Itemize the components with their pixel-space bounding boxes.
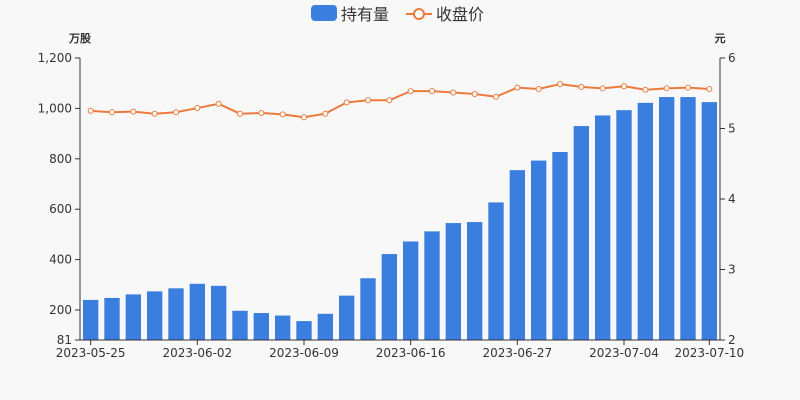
- right-axis-tick-label: 6: [728, 51, 736, 65]
- bar[interactable]: [317, 313, 334, 340]
- bar[interactable]: [552, 152, 568, 340]
- close-price-point[interactable]: [493, 93, 499, 100]
- bar[interactable]: [658, 97, 675, 340]
- left-axis-unit: 万股: [68, 32, 92, 45]
- bar[interactable]: [82, 299, 99, 340]
- bar[interactable]: [424, 231, 440, 340]
- close-price-point[interactable]: [429, 88, 435, 95]
- close-price-point[interactable]: [258, 109, 265, 116]
- close-price-point[interactable]: [685, 84, 691, 91]
- close-price-point[interactable]: [194, 105, 201, 112]
- legend-item-holdings[interactable]: 持有量: [311, 5, 389, 24]
- close-price-point[interactable]: [407, 88, 414, 95]
- close-price-point[interactable]: [130, 108, 137, 115]
- close-price-point[interactable]: [301, 114, 307, 121]
- close-price-point[interactable]: [706, 86, 713, 93]
- bar[interactable]: [701, 102, 718, 341]
- bar[interactable]: [360, 278, 376, 340]
- close-price-point[interactable]: [365, 97, 371, 104]
- close-price-point[interactable]: [322, 110, 329, 117]
- close-price-point[interactable]: [279, 111, 286, 118]
- close-price-point[interactable]: [151, 110, 158, 117]
- bar[interactable]: [296, 321, 312, 340]
- bar[interactable]: [381, 254, 398, 340]
- bar[interactable]: [616, 110, 632, 340]
- right-axis-tick-label: 4: [728, 192, 736, 206]
- x-axis-tick-label: 2023-06-27: [482, 346, 552, 360]
- close-price-point[interactable]: [557, 81, 563, 88]
- close-price-point[interactable]: [471, 90, 478, 97]
- bar[interactable]: [573, 126, 590, 340]
- axes: 81 200 400 600 800 1,000 1,200 2 3 4 5 6 2023-05-25 2…: [38, 51, 745, 360]
- close-price-point[interactable]: [215, 100, 222, 107]
- close-price-point[interactable]: [514, 84, 521, 91]
- right-axis-unit: 元: [715, 32, 726, 45]
- bar[interactable]: [594, 115, 611, 341]
- right-axis-tick-label: 2: [728, 333, 736, 347]
- bar[interactable]: [466, 222, 483, 340]
- close-price-point[interactable]: [109, 109, 115, 116]
- bar[interactable]: [680, 97, 696, 340]
- left-axis-tick-label: 1,000: [38, 101, 72, 115]
- x-axis-tick-label: 2023-06-09: [269, 346, 339, 360]
- x-axis-tick-label: 2023-06-16: [376, 346, 446, 360]
- left-axis-tick-label: 800: [49, 152, 72, 166]
- left-axis-tick-label: 81: [57, 333, 72, 347]
- close-price-point[interactable]: [237, 110, 243, 117]
- bar[interactable]: [338, 295, 355, 340]
- close-price-point[interactable]: [578, 83, 585, 90]
- close-price-point[interactable]: [343, 99, 350, 106]
- left-axis-tick-label: 200: [49, 303, 72, 317]
- bar[interactable]: [274, 315, 291, 340]
- bar[interactable]: [168, 288, 184, 340]
- x-axis-tick-label: 2023-06-02: [162, 346, 232, 360]
- x-axis-tick-label: 2023-07-04: [589, 346, 659, 360]
- legend-label-holdings: 持有量: [341, 5, 389, 24]
- right-axis-tick-label: 5: [728, 122, 736, 136]
- left-axis-tick-label: 1,200: [38, 51, 72, 65]
- legend-swatch-holdings: [311, 5, 337, 21]
- bar[interactable]: [125, 294, 142, 340]
- bar[interactable]: [445, 223, 462, 340]
- legend-item-close-price[interactable]: 收盘价: [406, 5, 484, 24]
- bar-series: [82, 97, 718, 341]
- bar[interactable]: [509, 170, 526, 340]
- line-series: [87, 81, 713, 121]
- right-axis-tick-label: 3: [728, 263, 736, 277]
- close-price-point[interactable]: [663, 85, 670, 92]
- close-price-point[interactable]: [87, 107, 94, 114]
- close-price-point[interactable]: [386, 97, 393, 104]
- legend[interactable]: 持有量 收盘价: [311, 5, 484, 24]
- bar[interactable]: [146, 291, 163, 340]
- x-axis-tick-label: 2023-05-25: [56, 346, 126, 360]
- close-price-point[interactable]: [450, 89, 457, 96]
- x-axis-tick-label: 2023-07-10: [674, 346, 744, 360]
- bar[interactable]: [210, 285, 227, 340]
- legend-marker-close-price: [413, 8, 425, 20]
- bar[interactable]: [637, 102, 654, 340]
- bar[interactable]: [232, 310, 248, 340]
- close-price-point[interactable]: [535, 86, 542, 93]
- bar[interactable]: [104, 297, 120, 340]
- close-price-point[interactable]: [642, 86, 649, 93]
- close-price-point[interactable]: [173, 109, 179, 116]
- bar[interactable]: [253, 313, 270, 340]
- bar[interactable]: [488, 202, 504, 340]
- bar[interactable]: [189, 283, 206, 340]
- close-price-line: [90, 83, 710, 119]
- bar[interactable]: [402, 241, 419, 340]
- close-price-point[interactable]: [599, 85, 606, 92]
- close-price-point[interactable]: [621, 83, 627, 90]
- legend-label-close-price: 收盘价: [436, 5, 484, 24]
- left-axis-tick-label: 600: [49, 202, 72, 216]
- bar[interactable]: [530, 160, 547, 340]
- left-axis-tick-label: 400: [49, 253, 72, 267]
